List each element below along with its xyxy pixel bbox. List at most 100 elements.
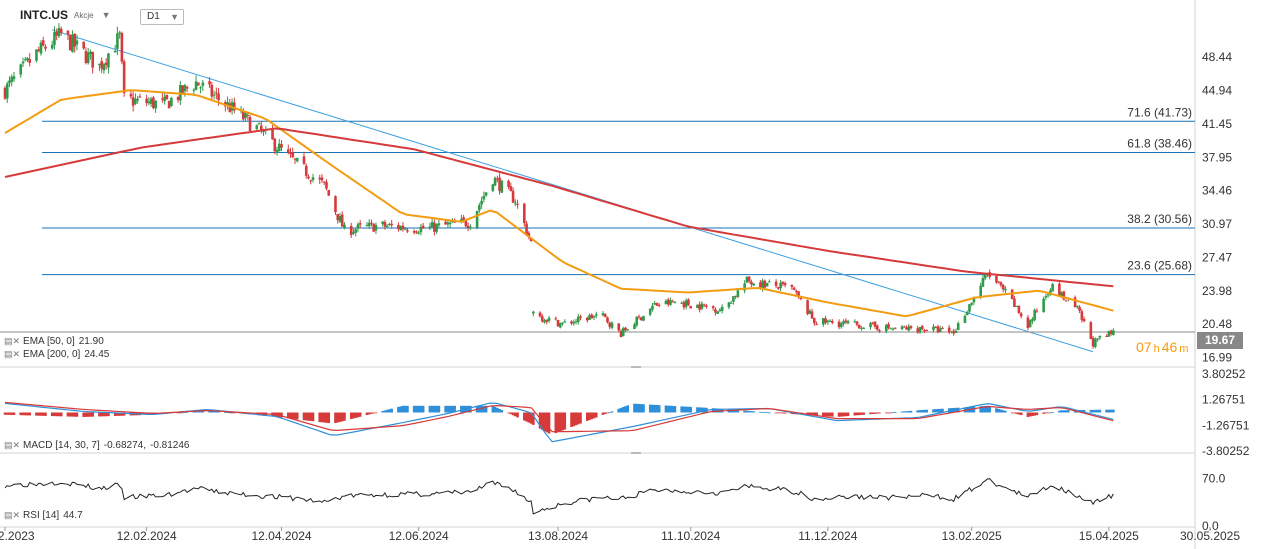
candle — [1042, 298, 1045, 313]
macd-hist-bar — [1089, 409, 1093, 413]
macd-hist-bar — [779, 412, 782, 414]
candle — [358, 223, 362, 225]
macd-hist-bar — [956, 407, 960, 413]
candle — [365, 225, 369, 227]
candle — [792, 287, 796, 290]
candle — [475, 210, 479, 228]
macd-hist-bar — [311, 412, 315, 422]
candle — [516, 203, 519, 205]
legend-macd[interactable]: ▤✕ MACD [14, 30, 7] -0.68274 , -0.81246 — [4, 440, 190, 451]
legend-rsi[interactable]: ▤✕ RSI [14] 44.7 — [4, 510, 83, 521]
candle — [82, 41, 85, 49]
candle — [651, 305, 654, 310]
candle — [23, 59, 27, 61]
date-tick-label: 13.08.2024 — [528, 529, 588, 543]
timeframe-select[interactable]: D1 ▼ — [140, 9, 184, 25]
candle — [727, 302, 731, 308]
date-tick-label: 12.06.2024 — [389, 529, 449, 543]
candle — [134, 98, 137, 104]
settings-close-icon[interactable]: ▤✕ — [4, 510, 21, 520]
settings-close-icon[interactable]: ▤✕ — [4, 336, 21, 346]
candle — [750, 281, 753, 285]
panel-resize-handle — [631, 366, 641, 368]
macd-hist-bar — [280, 412, 283, 418]
macd-hist-bar — [986, 405, 989, 413]
macd-hist-bar — [233, 412, 236, 414]
candle — [149, 98, 153, 104]
macd-hist-bar — [356, 412, 360, 418]
candle — [745, 276, 749, 283]
macd-hist-bar — [3, 412, 7, 415]
macd-hist-bar — [217, 411, 220, 413]
candle — [10, 76, 14, 82]
candle — [983, 274, 987, 279]
macd-hist-bar — [289, 412, 292, 419]
macd-hist-bar — [421, 405, 425, 413]
price-tick-label: 16.99 — [1202, 351, 1232, 365]
macd-hist-bar — [905, 411, 908, 413]
candle — [444, 221, 447, 225]
candle — [621, 328, 625, 337]
candle — [417, 232, 420, 234]
macd-hist-bar — [102, 412, 106, 417]
candle — [514, 202, 517, 204]
macd-hist-bar — [37, 412, 41, 416]
macd-hist-bar — [430, 405, 434, 413]
macd-hist-bar — [637, 403, 641, 413]
candle — [397, 224, 400, 230]
candle — [136, 98, 139, 101]
candle — [1096, 338, 1099, 340]
candle — [902, 326, 906, 328]
candle — [541, 316, 544, 322]
macd-hist-bar — [813, 412, 816, 416]
legend-ema50[interactable]: ▤✕ EMA [50, 0] 21.90 — [4, 336, 104, 347]
settings-close-icon[interactable]: ▤✕ — [4, 440, 21, 450]
macd-hist-bar — [181, 412, 184, 414]
legend-ema200-label: EMA [200, 0] — [23, 349, 81, 360]
legend-ema200[interactable]: ▤✕ EMA [200, 0] 24.45 — [4, 349, 109, 360]
candle — [233, 102, 236, 111]
macd-hist-bar — [419, 405, 423, 413]
settings-close-icon[interactable]: ▤✕ — [4, 349, 21, 359]
macd-hist-bar — [415, 405, 418, 413]
chevron-down-icon[interactable]: ▼ — [101, 10, 111, 20]
candle — [619, 330, 623, 337]
symbol-header[interactable]: INTC.US Akcje ▼ — [20, 8, 110, 22]
macd-hist-bar — [574, 412, 578, 426]
candle — [1033, 309, 1036, 320]
candle — [1028, 320, 1032, 328]
macd-hist-bar — [532, 412, 535, 425]
macd-hist-bar — [365, 412, 369, 416]
ema50-line — [4, 89, 1114, 318]
macd-hist-bar — [547, 412, 551, 434]
macd-hist-bar — [343, 412, 346, 421]
macd-hist-bar — [113, 412, 117, 416]
candle — [145, 98, 148, 104]
macd-hist-bar — [1082, 409, 1086, 413]
macd-hist-bar — [226, 412, 229, 414]
macd-hist-bar — [370, 412, 373, 414]
candle — [716, 311, 719, 314]
macd-hist-bar — [493, 406, 497, 413]
macd-hist-bar — [909, 410, 913, 413]
candle — [374, 225, 378, 231]
candle — [732, 296, 735, 302]
candle — [889, 328, 893, 330]
candle — [338, 216, 342, 222]
candle — [390, 223, 393, 226]
macd-hist-bar — [900, 411, 904, 413]
macd-hist-bar — [687, 406, 690, 413]
candle — [574, 321, 578, 323]
candle — [1094, 338, 1097, 347]
candle — [947, 327, 951, 333]
candle — [212, 94, 216, 96]
candle — [655, 303, 659, 306]
candle — [797, 291, 800, 297]
macd-hist-bar — [624, 406, 627, 413]
candle — [671, 301, 674, 303]
candle — [979, 285, 982, 298]
macd-hist-bar — [496, 407, 499, 413]
legend-rsi-label: RSI [14] — [23, 510, 60, 521]
macd-hist-bar — [947, 408, 951, 413]
candle — [37, 49, 41, 51]
